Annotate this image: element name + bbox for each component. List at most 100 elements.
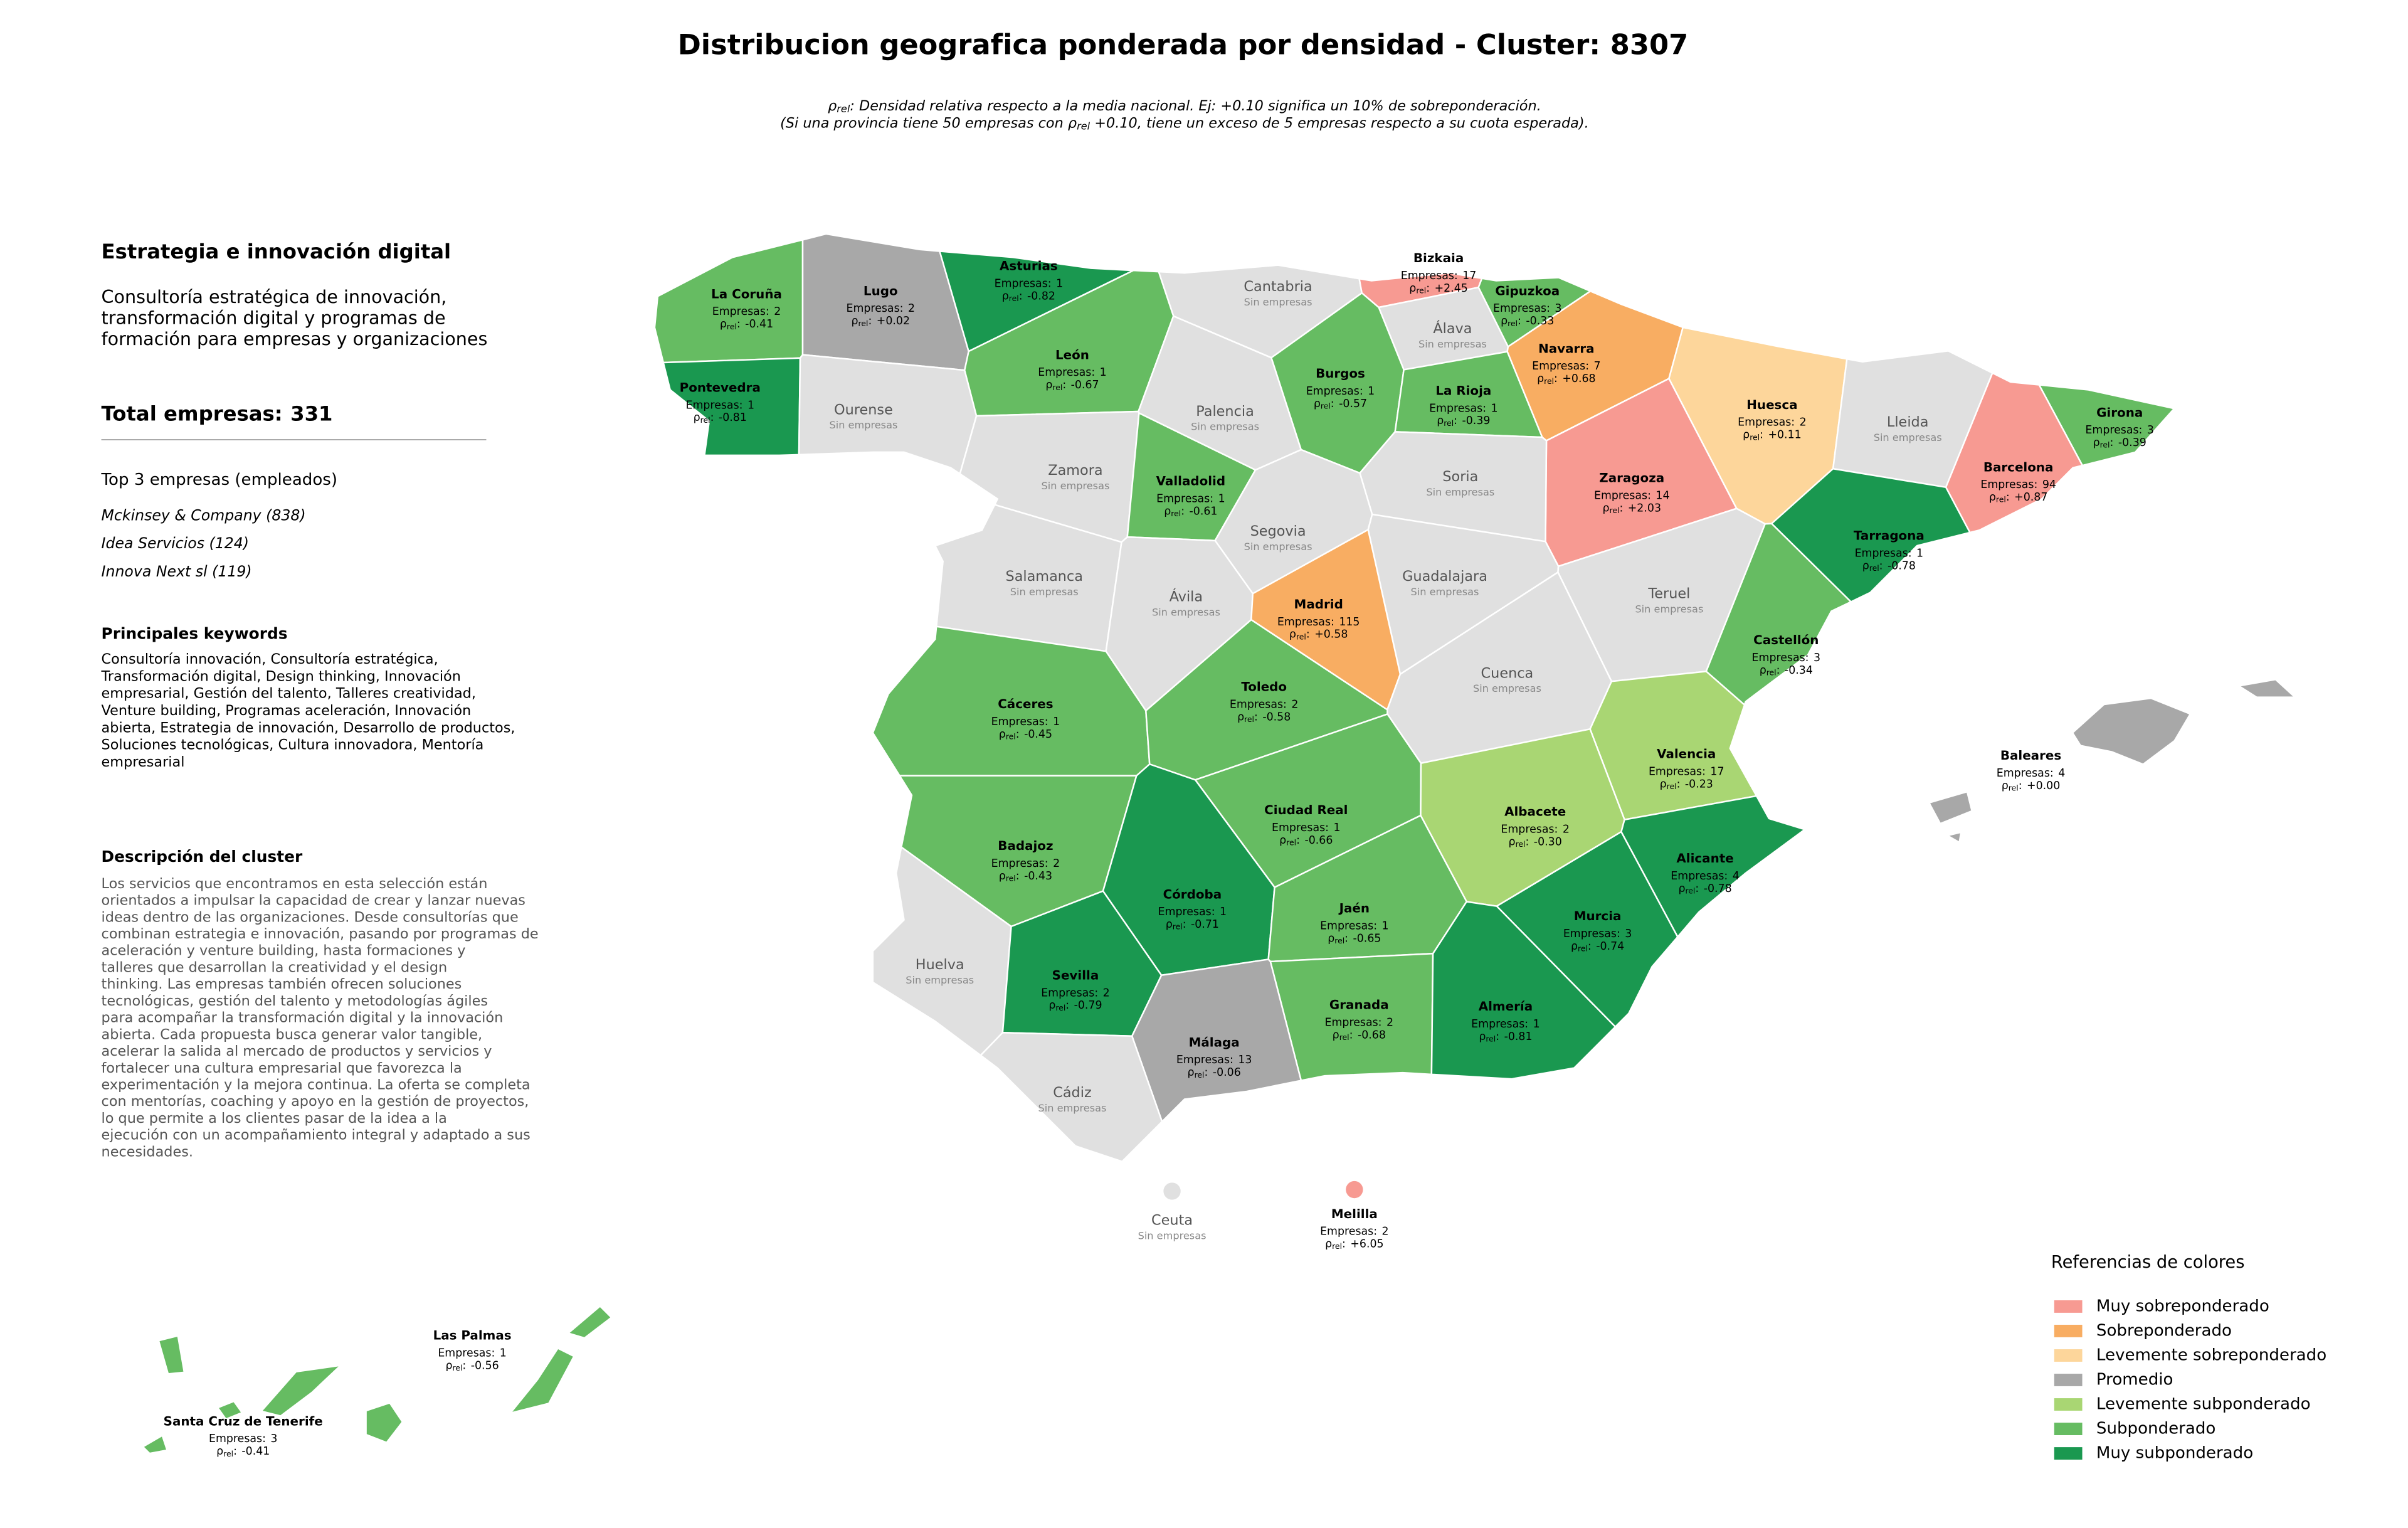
province-name: Málaga: [1189, 1035, 1240, 1049]
province-name: Gipuzkoa: [1495, 284, 1560, 298]
empresas-value: 7: [1594, 360, 1601, 373]
empresas-value: 1: [1053, 716, 1060, 728]
empresas-value: 3: [1555, 302, 1561, 315]
empresas-label: Empresas:: [1563, 928, 1620, 940]
note-subscript: rel: [837, 103, 850, 115]
province-empresas: Empresas: 1: [1156, 492, 1225, 505]
province-empresas: Empresas: 2: [1325, 1017, 1394, 1029]
rho-symbol: ρ: [1289, 629, 1296, 641]
rho-value: -0.65: [1353, 932, 1381, 945]
empresas-label: Empresas:: [686, 399, 743, 411]
rho-separator: :: [1016, 870, 1020, 883]
rho-subscript: rel: [1685, 886, 1695, 895]
rho-symbol: ρ: [1989, 491, 1996, 504]
rho-value: +0.87: [2014, 491, 2047, 504]
empresas-label: Empresas:: [1429, 402, 1486, 415]
rho-subscript: rel: [1195, 1069, 1205, 1079]
rho-separator: :: [2019, 780, 2022, 792]
note-text: (Si una provincia tiene 50 empresas con: [780, 115, 1068, 131]
rho-subscript: rel: [700, 415, 710, 424]
province-rho: ρrel: +2.45: [1409, 282, 1468, 295]
rho-subscript: rel: [1334, 936, 1344, 945]
no-data-label: Sin empresas: [1411, 586, 1479, 598]
rho-separator: :: [1254, 711, 1258, 723]
rho-symbol: ρ: [1437, 415, 1444, 427]
rho-separator: :: [1016, 728, 1020, 741]
empresas-value: 2: [908, 302, 915, 315]
cluster-line: combinan estrategia e innovación, pasand…: [102, 926, 539, 942]
province-rho: ρrel: -0.68: [1333, 1029, 1386, 1041]
province-rho: ρrel: +0.00: [2002, 780, 2061, 792]
rho-symbol: ρ: [1678, 883, 1685, 895]
rho-symbol: ρ: [1479, 1031, 1486, 1043]
province-name: Granada: [1329, 998, 1389, 1012]
empresas-label: Empresas:: [847, 302, 904, 315]
rho-value: -0.67: [1071, 379, 1099, 391]
province-name: Alicante: [1676, 851, 1733, 866]
panel-description: formación para empresas y organizaciones: [102, 328, 488, 349]
province-empresas: Empresas: 1: [438, 1347, 507, 1359]
rho-subscript: rel: [858, 318, 869, 327]
province-rho: ρrel: -0.79: [1048, 999, 1102, 1012]
rho-symbol: ρ: [1048, 999, 1055, 1012]
province-name: Lleida: [1887, 414, 1929, 430]
empresas-label: Empresas:: [1997, 767, 2054, 780]
empresas-label: Empresas:: [1320, 1226, 1377, 1238]
legend-swatch: [2054, 1398, 2083, 1411]
empresas-label: Empresas:: [1158, 906, 1215, 918]
note-subscript: rel: [1077, 120, 1090, 132]
keywords-line: empresarial, Gestión del talento, Taller…: [102, 686, 476, 702]
empresas-label: Empresas:: [1649, 765, 1706, 778]
rho-symbol: ρ: [2002, 780, 2009, 792]
rho-subscript: rel: [1996, 494, 2006, 504]
rho-subscript: rel: [1286, 837, 1296, 847]
province-name: Santa Cruz de Tenerife: [164, 1414, 323, 1428]
province-empresas: Empresas: 1: [1272, 822, 1341, 834]
note-text: ρ: [828, 98, 837, 114]
empresas-label: Empresas:: [1501, 823, 1558, 836]
province-name: Lugo: [863, 284, 898, 298]
rho-separator: :: [1496, 1031, 1499, 1043]
rho-separator: :: [737, 318, 741, 331]
province-rho: ρrel: -0.43: [999, 870, 1052, 883]
province-name: Burgos: [1316, 366, 1365, 381]
rho-value: -0.41: [745, 318, 773, 331]
island-shape: [142, 1435, 167, 1454]
empresas-value: 3: [1814, 652, 1820, 664]
rho-value: -0.78: [1888, 560, 1916, 572]
province-name: Castellón: [1753, 633, 1819, 647]
empresas-label: Empresas:: [438, 1347, 495, 1359]
empresas-value: 1: [1218, 492, 1225, 505]
empresas-label: Empresas:: [209, 1433, 266, 1445]
no-data-label: Sin empresas: [1038, 1102, 1107, 1114]
province-name: Zamora: [1048, 462, 1102, 479]
province-rho: ρrel: +0.68: [1537, 373, 1596, 385]
province-rho: ρrel: -0.34: [1760, 664, 1813, 677]
empresas-label: Empresas:: [991, 716, 1048, 728]
province-rho: ρrel: -0.82: [1002, 290, 1055, 302]
province-empresas: Empresas: 94: [1980, 479, 2056, 491]
rho-value: -0.81: [1504, 1031, 1533, 1043]
empresas-value: 17: [1710, 765, 1724, 778]
cluster-line: fortalecer una cultura empresarial que f…: [102, 1060, 462, 1076]
rho-separator: :: [462, 1359, 466, 1372]
rho-subscript: rel: [223, 1448, 233, 1458]
legend-label: Levemente sobreponderado: [2096, 1345, 2326, 1364]
rho-subscript: rel: [1869, 563, 1879, 573]
rho-symbol: ρ: [445, 1359, 452, 1372]
province-empresas: Empresas: 2: [1230, 699, 1299, 711]
rho-separator: :: [1518, 315, 1521, 327]
empresas-value: 2: [1103, 987, 1110, 999]
top-company: Innova Next sl (119): [102, 563, 252, 580]
province-name: Cantabria: [1244, 279, 1312, 295]
cluster-line: abierta. Cada propuesta busca generar va…: [102, 1026, 483, 1043]
total-label: Total empresas:: [102, 401, 283, 425]
legend-label: Levemente subponderado: [2096, 1395, 2311, 1414]
top-title: Top 3 empresas (empleados): [101, 470, 338, 489]
empresas-label: Empresas:: [1532, 360, 1589, 373]
province-rho: ρrel: +0.02: [852, 315, 911, 327]
cluster-line: tecnológicas, gestión del talento y meto…: [102, 993, 488, 1009]
rho-separator: :: [1183, 918, 1186, 931]
province-name: Huesca: [1746, 398, 1797, 412]
province-rho: ρrel: -0.45: [999, 728, 1052, 741]
